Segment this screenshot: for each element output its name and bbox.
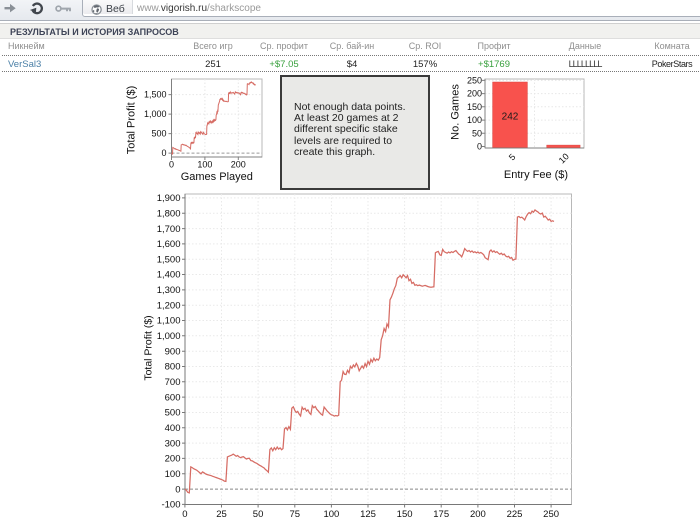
svg-text:100: 100 [197,160,212,170]
svg-text:125: 125 [360,509,376,518]
svg-text:250: 250 [543,509,559,518]
svg-text:75: 75 [290,509,301,518]
svg-text:10: 10 [557,151,571,165]
svg-text:200: 200 [231,160,246,170]
svg-text:1,100: 1,100 [157,316,181,327]
svg-text:1,300: 1,300 [157,285,181,296]
svg-text:0: 0 [175,484,180,495]
svg-text:0: 0 [169,160,174,170]
svg-text:1,700: 1,700 [157,224,181,235]
svg-text:100: 100 [467,115,482,125]
svg-text:175: 175 [433,509,449,518]
svg-text:200: 200 [467,89,482,99]
svg-text:0: 0 [477,142,482,152]
svg-text:150: 150 [467,102,482,112]
svg-text:1,800: 1,800 [157,208,181,219]
svg-text:1,500: 1,500 [144,90,167,100]
svg-text:0: 0 [161,148,166,158]
svg-text:900: 900 [165,346,181,357]
svg-text:150: 150 [397,509,413,518]
svg-text:50: 50 [253,509,264,518]
svg-text:300: 300 [165,438,181,449]
svg-text:800: 800 [165,362,181,373]
svg-text:600: 600 [165,392,181,403]
svg-text:100: 100 [323,509,339,518]
svg-text:Total Profit ($): Total Profit ($) [143,315,155,380]
svg-text:Entry Fee ($): Entry Fee ($) [504,169,568,181]
svg-text:100: 100 [165,469,181,480]
svg-text:250: 250 [467,75,482,85]
svg-text:25: 25 [216,509,227,518]
svg-text:Games Played: Games Played [181,171,253,183]
svg-text:500: 500 [165,408,181,419]
svg-text:400: 400 [165,423,181,434]
svg-text:-100: -100 [161,500,180,511]
svg-text:225: 225 [507,509,523,518]
svg-text:0: 0 [182,509,187,518]
svg-text:50: 50 [472,128,482,138]
svg-text:1,000: 1,000 [157,331,181,342]
svg-text:700: 700 [165,377,181,388]
svg-text:200: 200 [165,454,181,465]
svg-text:242: 242 [502,112,519,123]
svg-text:1,500: 1,500 [157,254,181,265]
svg-text:1,400: 1,400 [157,270,181,281]
svg-text:1,900: 1,900 [157,193,181,204]
svg-text:1,000: 1,000 [144,109,167,119]
svg-text:5: 5 [507,152,518,163]
svg-text:Total Profit ($): Total Profit ($) [126,86,138,154]
svg-text:No. Games: No. Games [450,84,462,140]
svg-text:500: 500 [151,129,166,139]
svg-text:1,200: 1,200 [157,300,181,311]
svg-text:1,600: 1,600 [157,239,181,250]
svg-text:200: 200 [470,509,486,518]
